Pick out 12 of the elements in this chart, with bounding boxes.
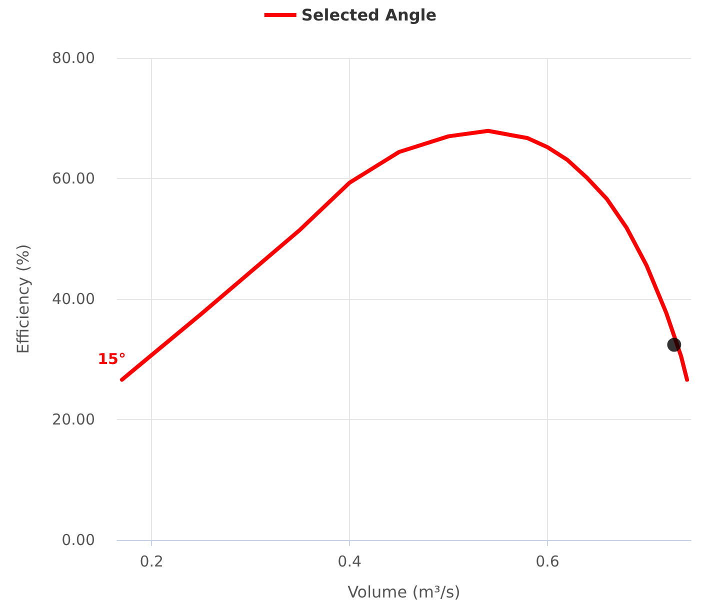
y-axis-title: Efficiency (%) bbox=[14, 244, 32, 354]
legend-label: Selected Angle bbox=[301, 6, 437, 24]
x-tick-label: 0.4 bbox=[338, 552, 362, 570]
y-tick-label: 0.00 bbox=[62, 531, 95, 549]
y-tick-label: 20.00 bbox=[52, 410, 95, 428]
y-tick-label: 80.00 bbox=[52, 49, 95, 67]
x-axis-title: Volume (m³/s) bbox=[348, 582, 460, 602]
annotation: 15° bbox=[98, 350, 126, 368]
y-tick-label: 60.00 bbox=[52, 170, 95, 188]
x-tick-label: 0.2 bbox=[140, 552, 164, 570]
y-tick-label: 40.00 bbox=[52, 290, 95, 308]
x-tick-label: 0.6 bbox=[536, 552, 560, 570]
